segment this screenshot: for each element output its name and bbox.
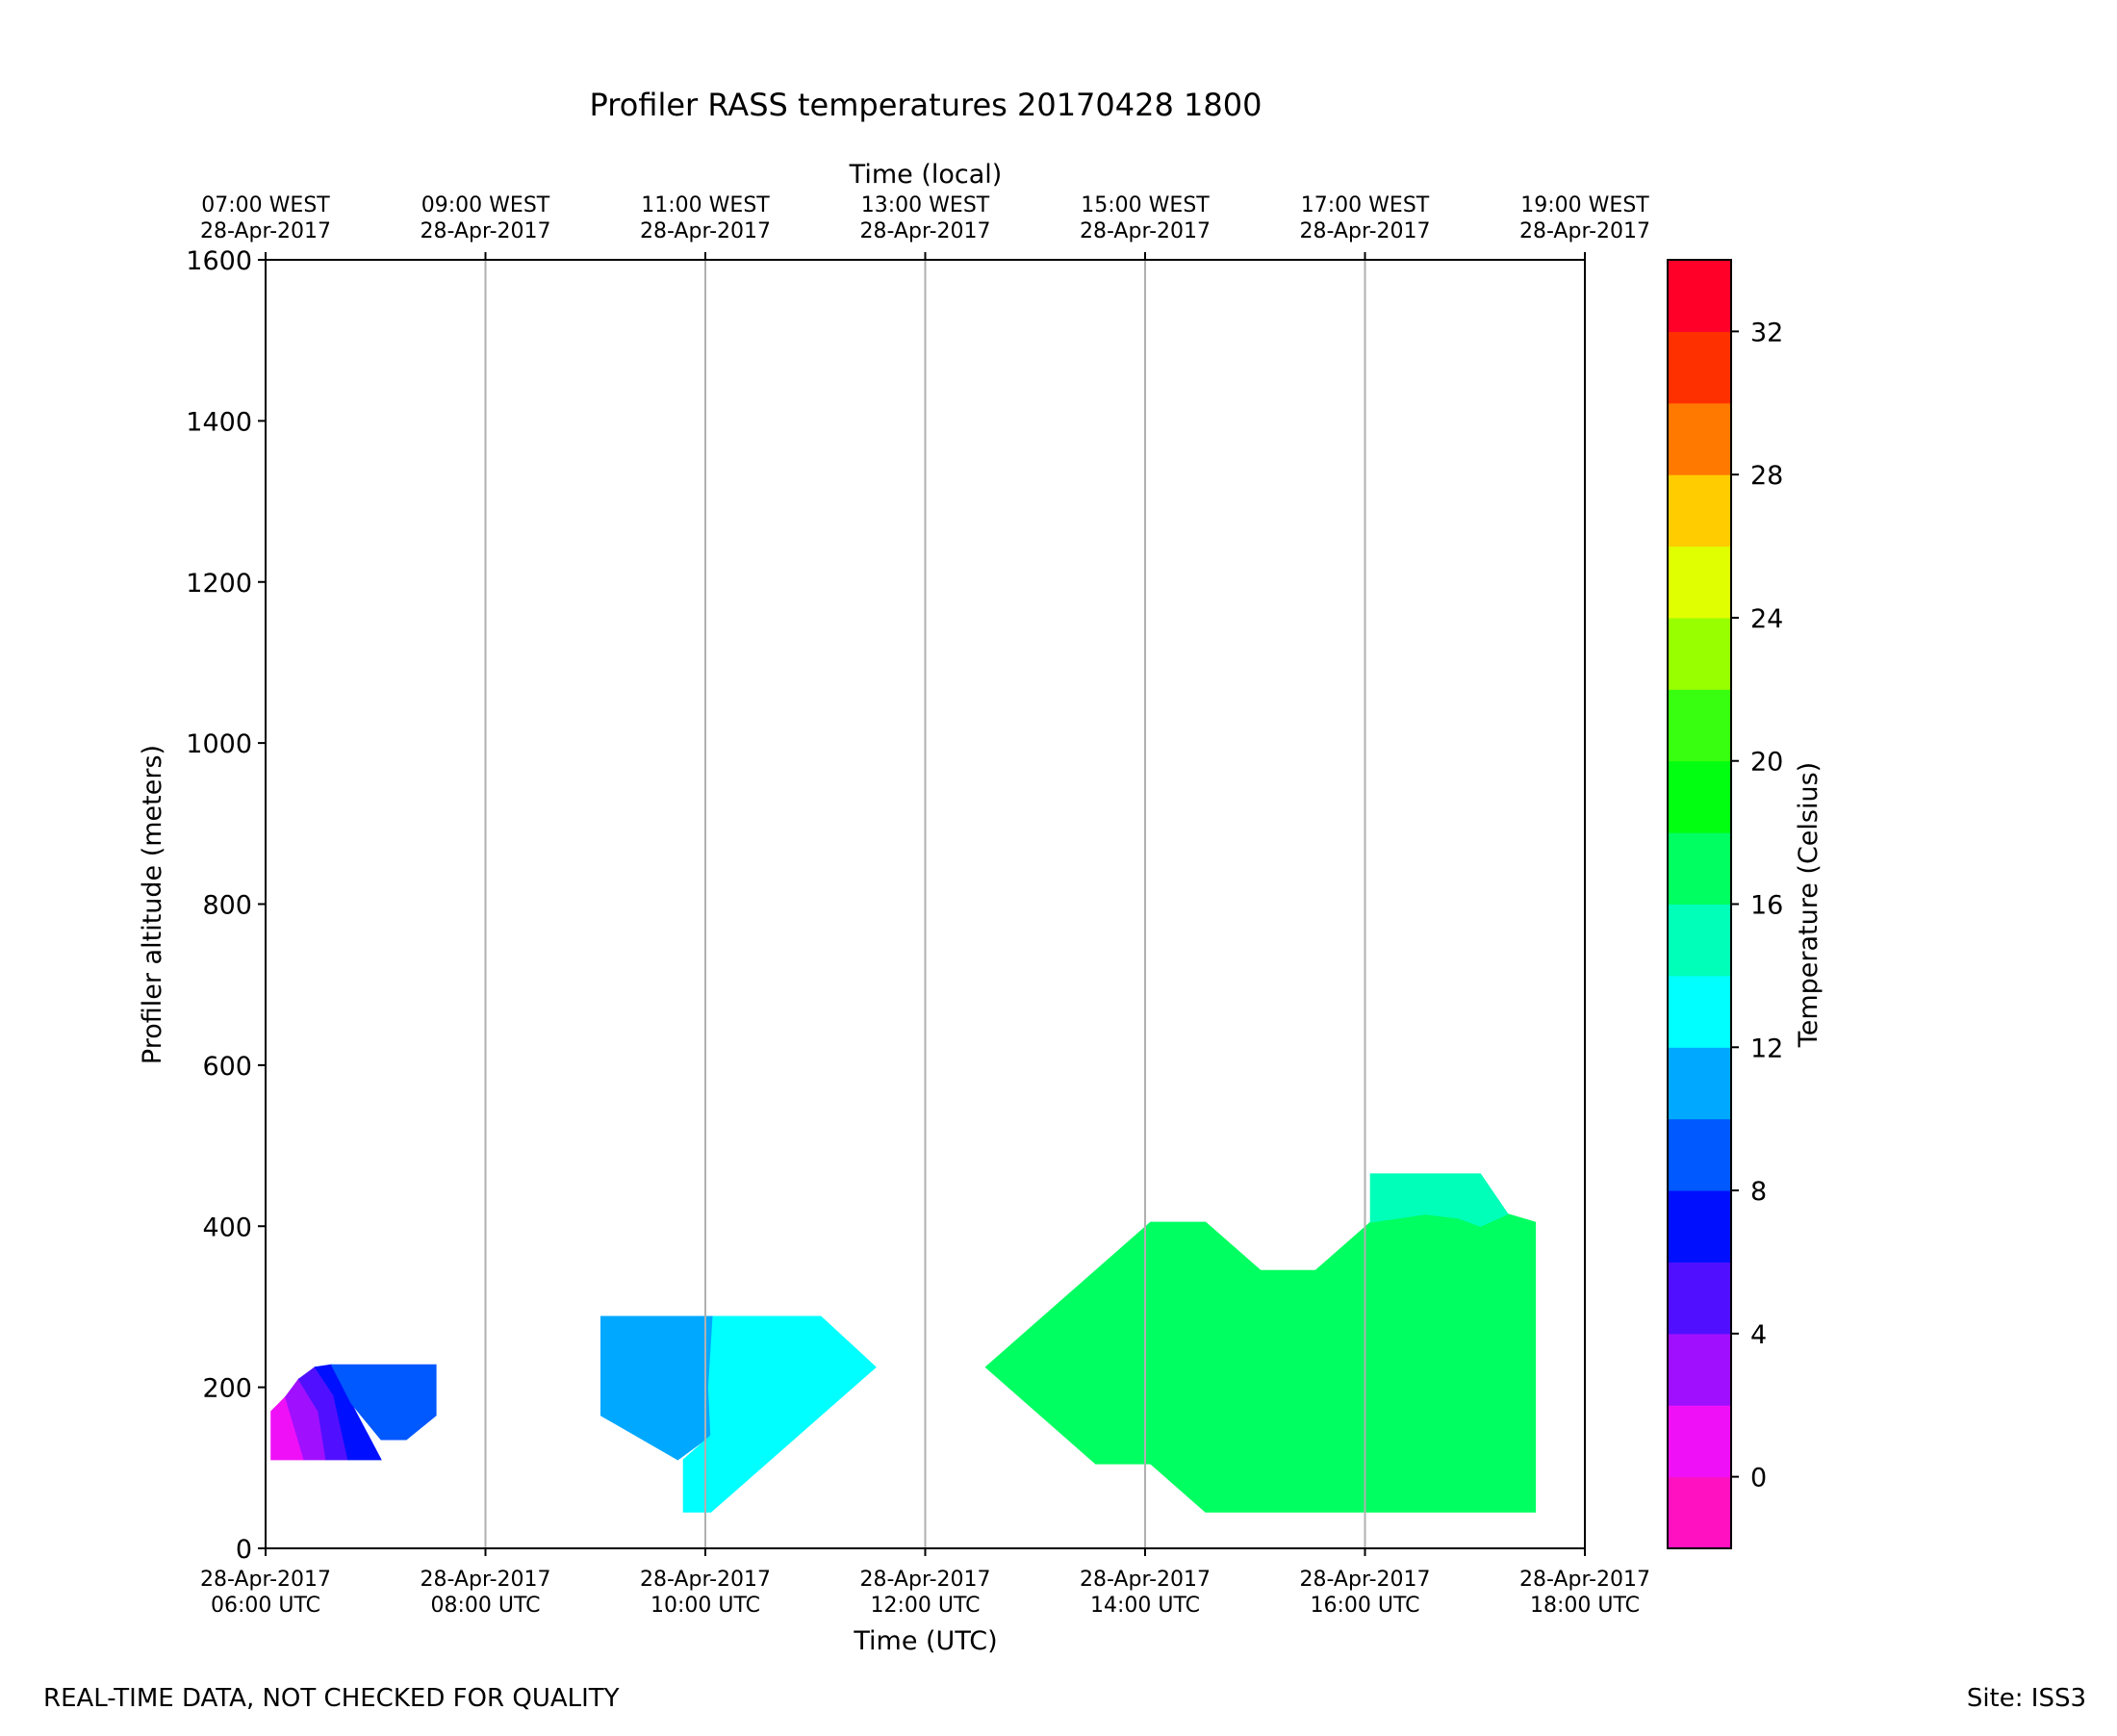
top-axis-label: Time (local): [849, 160, 1003, 190]
colorbar-bin: [1668, 331, 1731, 404]
colorbar-bin: [1668, 617, 1731, 690]
colorbar-tick-label: 8: [1750, 1177, 1767, 1207]
colorbar-bin: [1668, 760, 1731, 833]
top-x-tick-time: 09:00 WEST: [421, 193, 550, 217]
colorbar-tick-label: 20: [1750, 748, 1783, 778]
colorbar: [1668, 260, 1731, 1549]
chart-title: Profiler RASS temperatures 20170428 1800: [590, 87, 1263, 123]
top-x-tick-date: 28-Apr-2017: [1080, 219, 1211, 243]
x-tick-time: 06:00 UTC: [211, 1594, 320, 1618]
colorbar-tick-label: 32: [1750, 318, 1783, 347]
colorbar-bin: [1668, 1047, 1731, 1120]
region-8to10C: [330, 1364, 437, 1441]
top-x-tick-date: 28-Apr-2017: [1519, 219, 1650, 243]
colorbar-label: Temperature (Celsius): [1794, 762, 1824, 1048]
colorbar-tick-label: 4: [1750, 1320, 1767, 1350]
x-tick-date: 28-Apr-2017: [420, 1568, 550, 1592]
colorbar-bin: [1668, 1118, 1731, 1191]
top-x-tick-time: 07:00 WEST: [201, 193, 330, 217]
colorbar-tick-label: 28: [1750, 461, 1783, 491]
x-tick-date: 28-Apr-2017: [1519, 1568, 1650, 1592]
colorbar-tick-label: 16: [1750, 891, 1783, 921]
x-tick-time: 08:00 UTC: [430, 1594, 540, 1618]
x-tick-date: 28-Apr-2017: [640, 1568, 771, 1592]
colorbar-bin: [1668, 402, 1731, 475]
y-tick-label: 0: [236, 1535, 252, 1565]
y-tick-label: 1400: [186, 407, 252, 437]
quality-note: REAL-TIME DATA, NOT CHECKED FOR QUALITY: [43, 1684, 620, 1713]
y-tick-label: 1600: [186, 246, 252, 276]
vertical-gridlines: [484, 260, 1366, 1548]
colorbar-tick-label: 0: [1750, 1464, 1767, 1493]
colorbar-bin: [1668, 546, 1731, 619]
region-14to16C: [1369, 1173, 1509, 1227]
colorbar-ticks: 0 4 8 12 16 20 24 28 32: [1731, 318, 1783, 1493]
colorbar-bin: [1668, 1190, 1731, 1263]
y-tick-label: 600: [202, 1052, 252, 1082]
x-tick-date: 28-Apr-2017: [1299, 1568, 1430, 1592]
x-tick-date: 28-Apr-2017: [1080, 1568, 1211, 1592]
top-x-tick-date: 28-Apr-2017: [420, 219, 550, 243]
y-tick-label: 400: [202, 1213, 252, 1242]
x-tick-time: 18:00 UTC: [1530, 1594, 1640, 1618]
top-x-tick-date: 28-Apr-2017: [1299, 219, 1430, 243]
top-x-tick-date: 28-Apr-2017: [200, 219, 331, 243]
colorbar-bin: [1668, 832, 1731, 905]
contour-regions: [270, 1173, 1537, 1513]
colorbar-bin: [1668, 1476, 1731, 1549]
colorbar-bin: [1668, 260, 1731, 332]
x-tick-time: 12:00 UTC: [870, 1594, 980, 1618]
colorbar-bin: [1668, 975, 1731, 1048]
top-x-tick-time: 11:00 WEST: [641, 193, 770, 217]
y-tick-label: 1200: [186, 569, 252, 599]
site-label: Site: ISS3: [1967, 1684, 2086, 1713]
y-tick-label: 1000: [186, 729, 252, 759]
x-tick-time: 16:00 UTC: [1310, 1594, 1419, 1618]
y-tick-label: 800: [202, 891, 252, 921]
top-x-tick-time: 17:00 WEST: [1301, 193, 1430, 217]
y-tick-label: 200: [202, 1374, 252, 1404]
x-tick-date: 28-Apr-2017: [200, 1568, 331, 1592]
colorbar-bin: [1668, 1405, 1731, 1478]
x-tick-time: 10:00 UTC: [650, 1594, 760, 1618]
colorbar-bin: [1668, 1262, 1731, 1335]
colorbar-bin: [1668, 1333, 1731, 1406]
x-tick-date: 28-Apr-2017: [859, 1568, 990, 1592]
top-x-tick-time: 13:00 WEST: [861, 193, 990, 217]
region-12to14C: [682, 1315, 877, 1513]
top-x-tick-time: 19:00 WEST: [1520, 193, 1649, 217]
top-x-tick-date: 28-Apr-2017: [859, 219, 990, 243]
top-x-tick-time: 15:00 WEST: [1081, 193, 1210, 217]
colorbar-bin: [1668, 904, 1731, 977]
x-axis-label: Time (UTC): [853, 1626, 997, 1656]
y-axis-label: Profiler altitude (meters): [138, 745, 167, 1064]
top-x-tick-date: 28-Apr-2017: [640, 219, 771, 243]
colorbar-bin: [1668, 474, 1731, 548]
colorbar-tick-label: 24: [1750, 604, 1783, 634]
colorbar-bin: [1668, 689, 1731, 762]
colorbar-tick-label: 12: [1750, 1034, 1783, 1063]
region-16to18C: [984, 1213, 1537, 1513]
region-10to12C: [600, 1315, 714, 1461]
x-tick-time: 14:00 UTC: [1090, 1594, 1200, 1618]
y-axis-ticks: 0 200 400 600 800 1000 1200 1400 1600: [186, 246, 266, 1565]
